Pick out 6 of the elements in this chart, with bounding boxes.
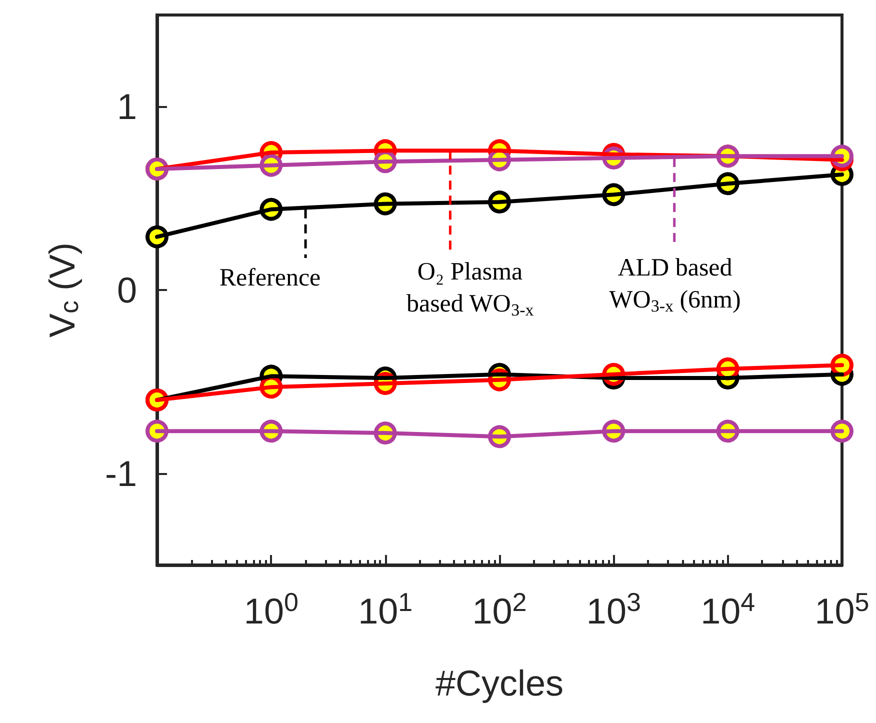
y-tick-label: 0 bbox=[116, 270, 137, 310]
y-tick-label: 1 bbox=[116, 86, 137, 128]
annotation: Reference bbox=[219, 264, 321, 292]
x-axis-title: #Cycles bbox=[435, 662, 564, 704]
y-tick-label: -1 bbox=[104, 452, 137, 494]
y-axis-title: Vc (V) bbox=[42, 242, 84, 338]
